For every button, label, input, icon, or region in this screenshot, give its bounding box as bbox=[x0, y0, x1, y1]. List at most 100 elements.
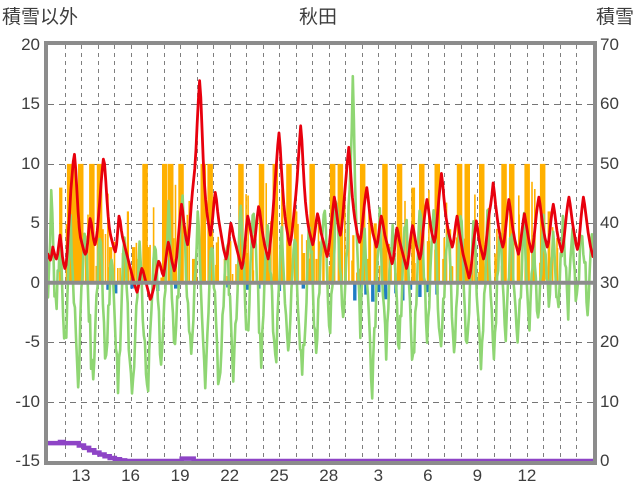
precipitation-bar bbox=[142, 163, 148, 283]
precipitation-bar bbox=[235, 264, 237, 283]
precipitation-bar bbox=[428, 190, 430, 283]
y-axis-left-tick: 10 bbox=[21, 153, 40, 173]
precipitation-bar bbox=[307, 258, 310, 283]
x-axis-tick: 12 bbox=[517, 466, 537, 485]
precipitation-bar bbox=[76, 220, 79, 283]
precipitation-bar bbox=[231, 274, 234, 283]
y-axis-left-tick: 0 bbox=[30, 272, 40, 292]
precipitation-bar bbox=[96, 163, 103, 283]
y-axis-right-tick: 20 bbox=[600, 332, 619, 352]
precipitation-bar bbox=[147, 247, 150, 283]
snowfall-bar bbox=[106, 282, 110, 290]
snowfall-bar bbox=[301, 282, 305, 289]
snowfall-bar bbox=[174, 282, 178, 289]
y-axis-right-tick: 40 bbox=[600, 213, 619, 233]
precipitation-bar bbox=[104, 234, 107, 283]
precipitation-bar bbox=[226, 276, 229, 283]
precipitation-bar bbox=[547, 211, 551, 283]
precipitation-bar bbox=[369, 219, 372, 283]
x-axis-tick: 22 bbox=[220, 466, 240, 485]
precipitation-bar bbox=[215, 242, 218, 283]
precipitation-bar bbox=[84, 255, 87, 283]
precipitation-bar bbox=[95, 265, 97, 283]
left-axis-title: 積雪以外 bbox=[2, 7, 79, 28]
precipitation-bar bbox=[126, 211, 129, 283]
precipitation-bar bbox=[245, 253, 249, 283]
snowfall-bar bbox=[353, 282, 357, 301]
precipitation-bar bbox=[451, 266, 454, 283]
precipitation-bar bbox=[442, 258, 445, 283]
precipitation-bar bbox=[344, 185, 346, 283]
chart-svg bbox=[48, 45, 593, 461]
precipitation-bar bbox=[315, 258, 318, 283]
precipitation-bar bbox=[478, 272, 480, 283]
snow-depth-line bbox=[48, 439, 593, 461]
precipitation-bar bbox=[479, 163, 485, 283]
precipitation-bar bbox=[351, 260, 353, 283]
precipitation-bar bbox=[378, 265, 381, 283]
precipitation-bar bbox=[352, 235, 355, 283]
y-axis-left-tick: -15 bbox=[15, 451, 40, 470]
y-axis-right-tick: 60 bbox=[600, 94, 619, 114]
x-axis-tick: 3 bbox=[373, 466, 384, 485]
precipitation-bar bbox=[129, 268, 132, 283]
snowfall-bar bbox=[383, 282, 388, 300]
precipitation-bar bbox=[531, 181, 533, 283]
precipitation-bar bbox=[160, 277, 162, 283]
precipitation-bar bbox=[382, 163, 388, 283]
snowfall-bar bbox=[418, 282, 422, 297]
y-axis-right-tick: 10 bbox=[600, 391, 619, 411]
precipitation-bar bbox=[217, 236, 219, 283]
precipitation-bar bbox=[337, 163, 344, 283]
precipitation-bar bbox=[107, 193, 109, 283]
x-axis-tick: 19 bbox=[170, 466, 190, 485]
snowfall-bar bbox=[408, 282, 413, 290]
precipitation-bar bbox=[207, 163, 213, 283]
precipitation-bar bbox=[501, 163, 507, 283]
y-axis-right-tick: 0 bbox=[600, 451, 610, 470]
precipitation-bar bbox=[251, 235, 254, 283]
precipitation-bar bbox=[373, 223, 377, 283]
precipitation-bar bbox=[247, 195, 249, 283]
precipitation-bar bbox=[317, 220, 320, 283]
precipitation-bar bbox=[328, 266, 331, 283]
snowfall-bar bbox=[245, 282, 250, 290]
y-axis-left-tick: 5 bbox=[30, 213, 40, 233]
precipitation-bar bbox=[78, 163, 84, 283]
precipitation-bar bbox=[149, 244, 151, 283]
y-axis-right-tick: 50 bbox=[600, 153, 619, 173]
precipitation-bar bbox=[119, 267, 121, 283]
precipitation-bar bbox=[215, 264, 218, 283]
precipitation-bar bbox=[200, 163, 206, 283]
precipitation-bar bbox=[464, 163, 470, 283]
snowfall-bar bbox=[371, 282, 375, 302]
snowfall-bar bbox=[377, 282, 381, 293]
precipitation-bar bbox=[117, 268, 119, 283]
secondary-series-line bbox=[48, 74, 593, 400]
precipitation-bar bbox=[396, 163, 403, 283]
precipitation-bar bbox=[192, 258, 196, 283]
snowfall-bar bbox=[114, 282, 118, 294]
precipitation-bar bbox=[270, 221, 272, 283]
precipitation-bar bbox=[135, 242, 138, 283]
y-axis-right-tick: 70 bbox=[600, 35, 619, 54]
precipitation-bar bbox=[301, 253, 306, 283]
precipitation-bar bbox=[286, 163, 292, 283]
snowfall-bar bbox=[364, 282, 368, 295]
precipitation-bar bbox=[455, 237, 458, 283]
precipitation-bar bbox=[174, 184, 177, 283]
precipitation-bar bbox=[173, 238, 175, 283]
precipitation-bar bbox=[426, 241, 431, 283]
snowfall-bar bbox=[425, 282, 430, 293]
precipitation-bar bbox=[404, 258, 407, 283]
precipitation-bar bbox=[186, 214, 189, 283]
y-axis-left-tick: 20 bbox=[21, 35, 40, 54]
precipitation-bar bbox=[162, 163, 168, 283]
x-axis-tick: 28 bbox=[319, 466, 339, 485]
y-axis-left-tick: 15 bbox=[21, 94, 40, 114]
precipitation-bar bbox=[152, 207, 155, 283]
precipitation-bar bbox=[322, 241, 325, 283]
precipitation-bar bbox=[356, 272, 358, 283]
x-axis-tick: 16 bbox=[121, 466, 141, 485]
